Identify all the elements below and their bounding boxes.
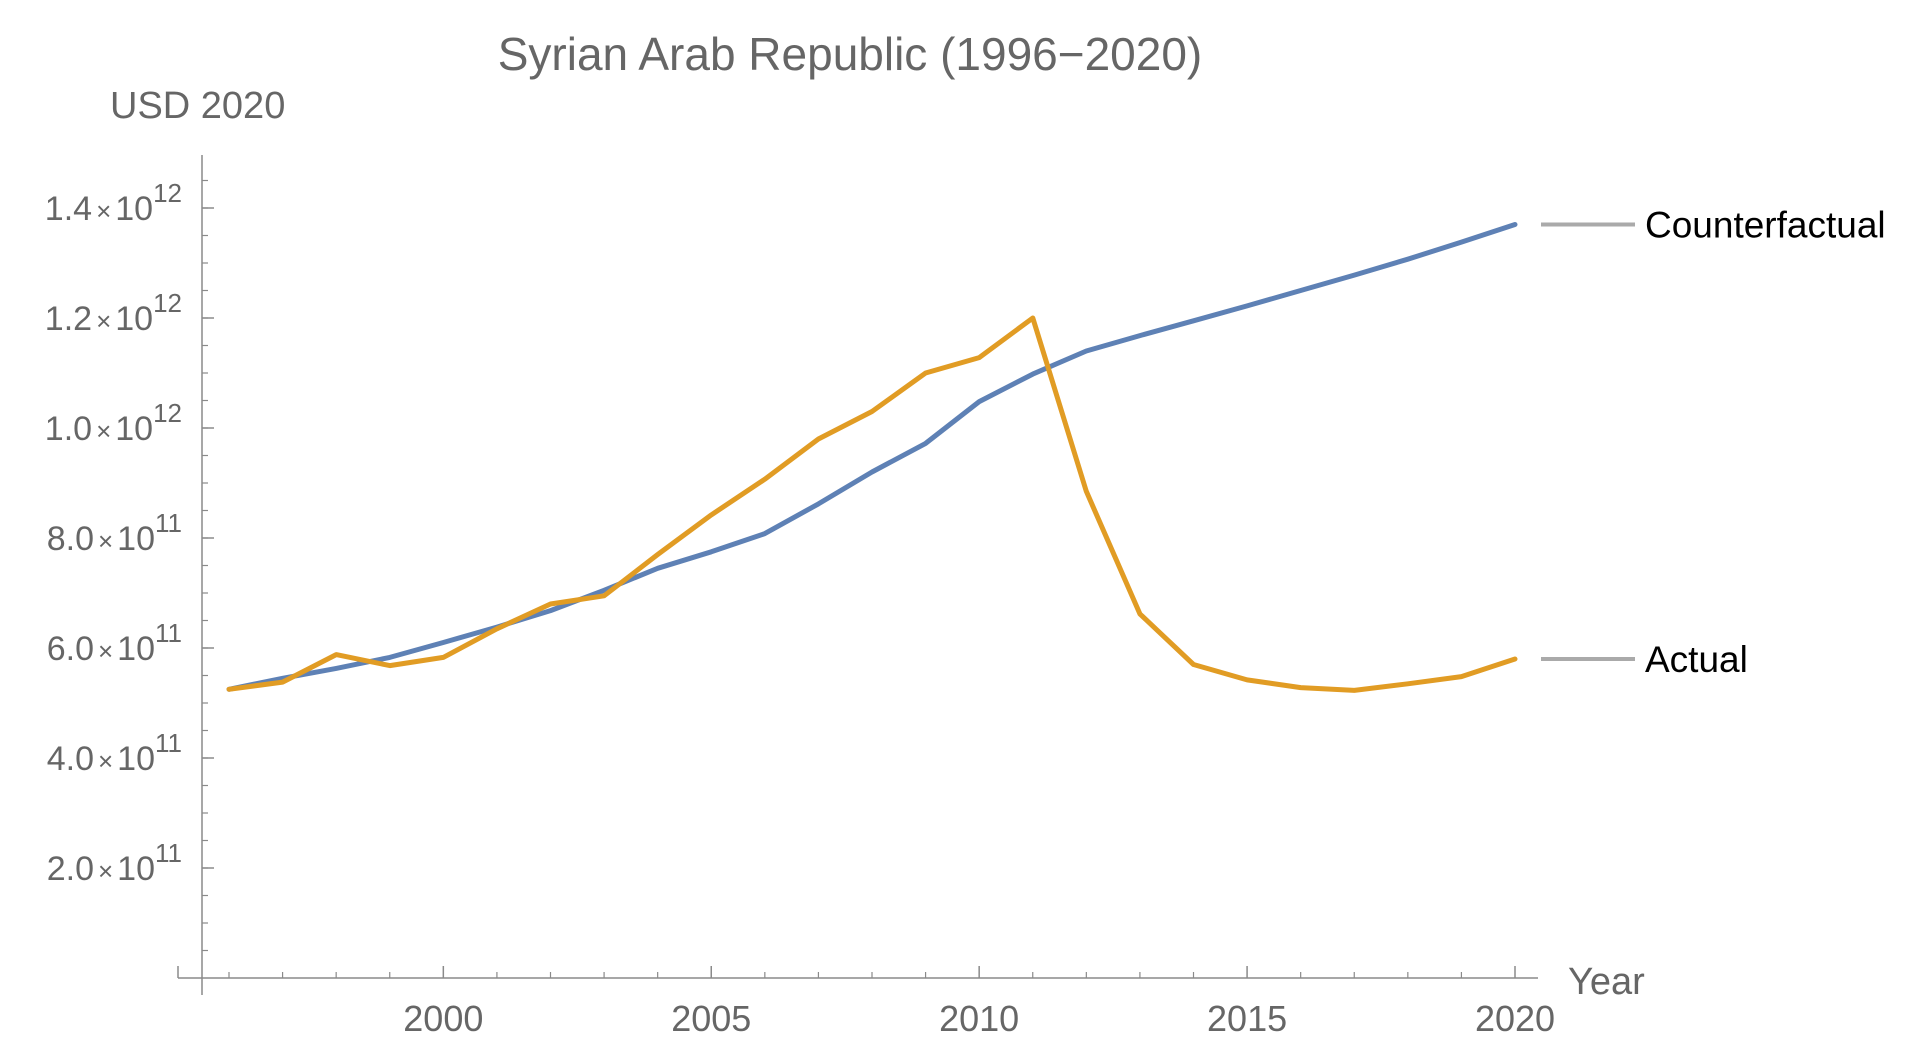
y-tick-label: 1.4 × 1012: [45, 178, 182, 228]
y-axis-label: USD 2020: [110, 85, 285, 127]
x-tick-label: 2020: [1475, 998, 1555, 1039]
series-line-actual: [226, 315, 1518, 693]
x-tick-label: 2015: [1207, 998, 1287, 1039]
y-tick-label: 6.0 × 1011: [47, 618, 182, 668]
y-tick-label: 1.0 × 1012: [45, 398, 182, 448]
y-tick-label: 4.0 × 1011: [47, 728, 182, 778]
x-tick-label: 2005: [671, 998, 751, 1039]
series-line-counterfactual: [226, 222, 1518, 692]
series-layer: [226, 222, 1518, 693]
x-axis-ticks: 2000 2005 2010 2015 2020: [228, 966, 1555, 1039]
chart-title: Syrian Arab Republic (1996−2020): [498, 28, 1203, 80]
x-tick-label: 2010: [939, 998, 1019, 1039]
axes: [177, 155, 1538, 995]
y-axis-ticks: 2.0 × 1011 4.0 × 1011 6.0 × 1011 8.0 × 1011 1.0 × 1012…: [45, 178, 214, 952]
legend-label-actual: Actual: [1645, 639, 1748, 680]
legend-label-counterfactual: Counterfactual: [1645, 205, 1886, 246]
legend: Counterfactual Actual: [1541, 205, 1886, 680]
y-tick-label: 8.0 × 1011: [47, 508, 182, 558]
y-tick-label: 1.2 × 1012: [45, 288, 182, 338]
y-tick-label: 2.0 × 1011: [47, 838, 182, 888]
x-axis-label: Year: [1568, 961, 1645, 1003]
x-tick-label: 2000: [403, 998, 483, 1039]
